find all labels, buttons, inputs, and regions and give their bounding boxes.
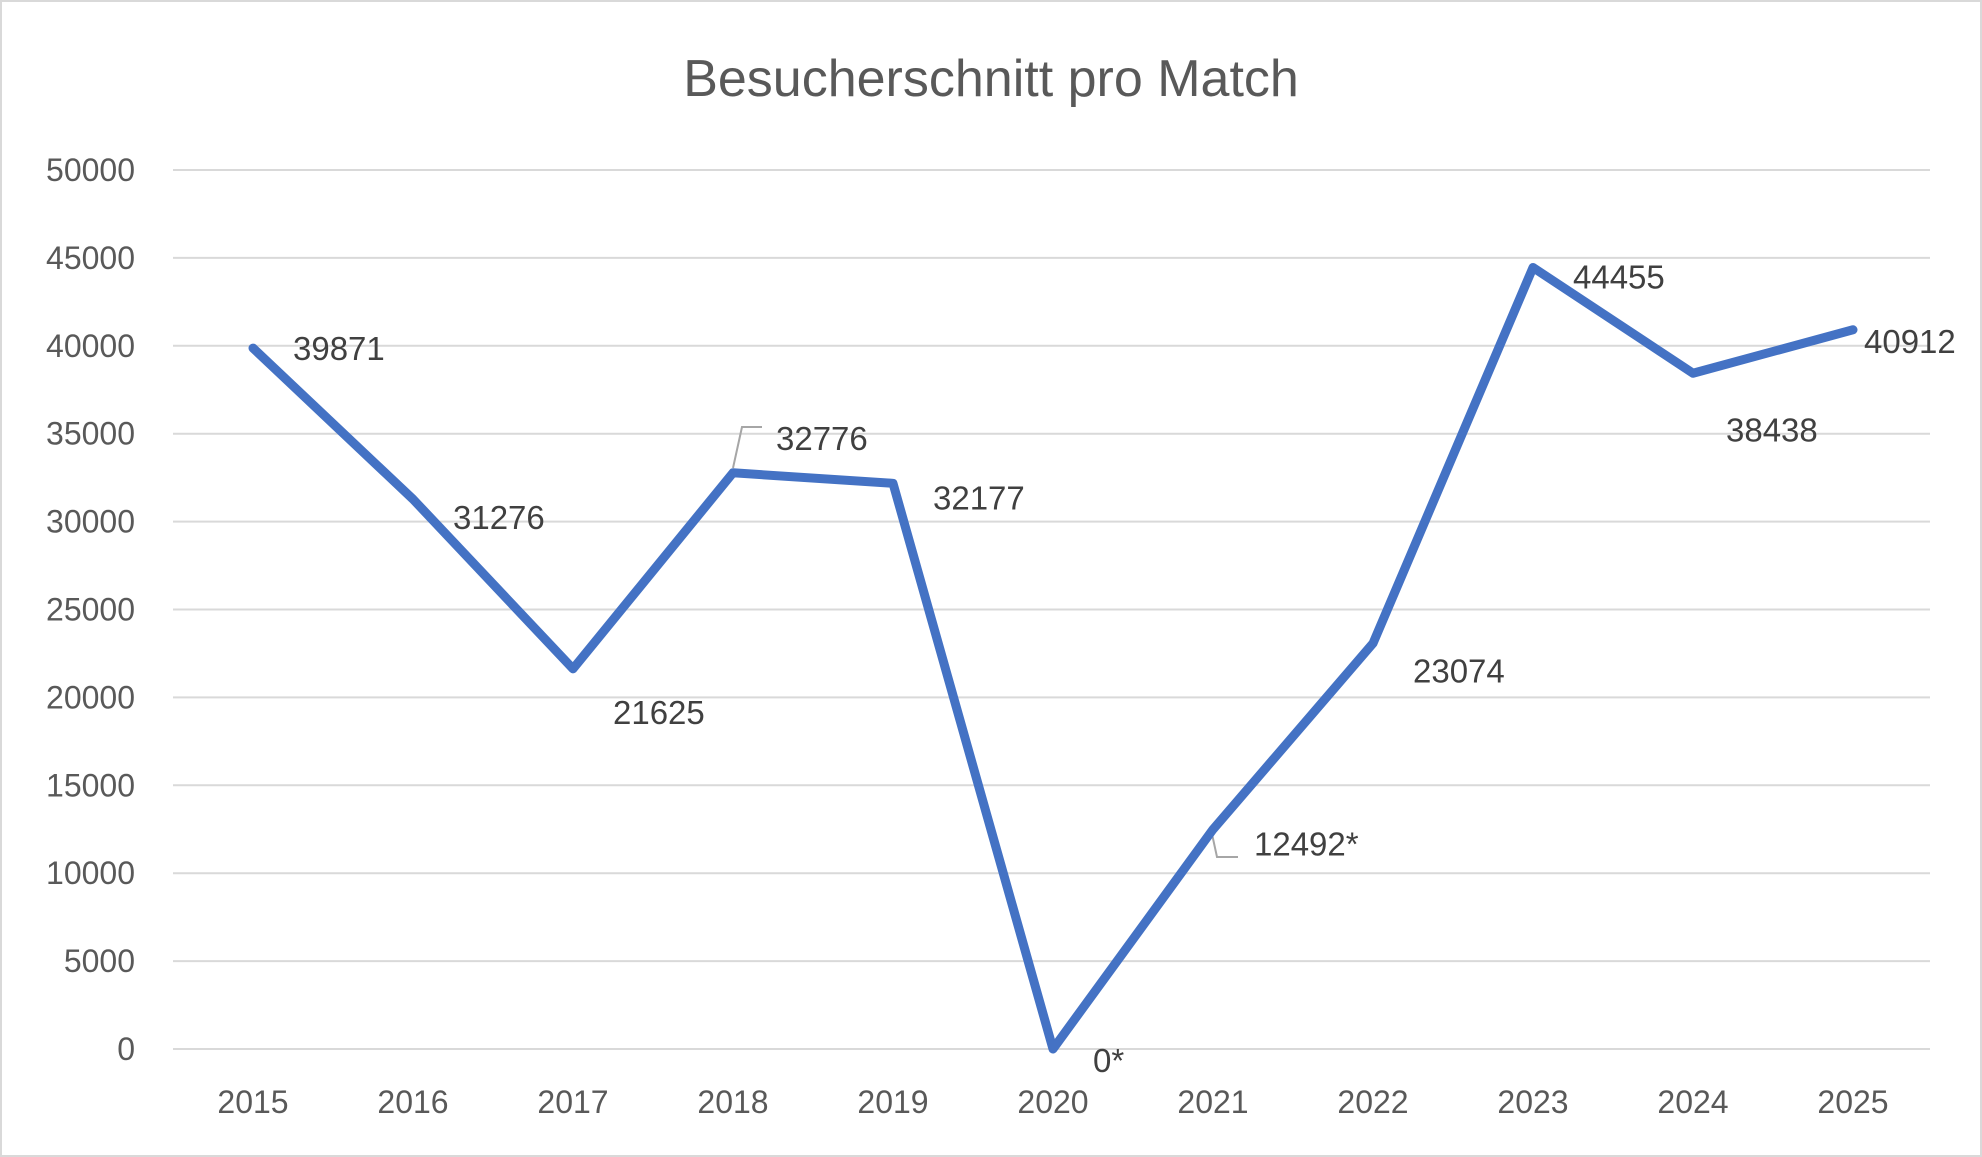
y-tick-label: 45000	[46, 240, 135, 276]
x-axis-tick-labels: 2015 2016 2017 2018 2019 2020 2021 2022 2023 2024…	[217, 1084, 1888, 1120]
data-label-2020: 0*	[1093, 1042, 1124, 1079]
data-label-2017: 21625	[613, 694, 705, 731]
y-axis-tick-labels: 0 5000 10000 15000 20000 25000 30000 35000 40000…	[46, 152, 135, 1067]
x-tick-label: 2019	[857, 1084, 928, 1120]
y-tick-label: 20000	[46, 679, 135, 715]
data-label-2024: 38438	[1726, 411, 1818, 448]
y-tick-label: 15000	[46, 767, 135, 803]
y-tick-label: 25000	[46, 592, 135, 628]
x-tick-label: 2016	[377, 1084, 448, 1120]
chart-title: Besucherschnitt pro Match	[683, 50, 1299, 108]
x-tick-label: 2020	[1017, 1084, 1088, 1120]
data-labels: 39871 31276 21625 32776 32177 0* 12492* 23074 44…	[293, 258, 1956, 1079]
series-line	[248, 262, 1858, 1054]
x-tick-label: 2018	[697, 1084, 768, 1120]
leader-line-2021	[1211, 833, 1238, 858]
y-tick-label: 5000	[64, 943, 135, 979]
x-tick-label: 2025	[1817, 1084, 1888, 1120]
x-tick-label: 2015	[217, 1084, 288, 1120]
x-tick-label: 2023	[1497, 1084, 1568, 1120]
leader-line-2018	[732, 426, 762, 469]
data-label-2023: 44455	[1573, 258, 1665, 295]
data-label-2016: 31276	[453, 499, 545, 536]
data-label-2018: 32776	[776, 420, 868, 457]
y-tick-label: 30000	[46, 504, 135, 540]
x-tick-label: 2017	[537, 1084, 608, 1120]
y-tick-label: 35000	[46, 416, 135, 452]
y-tick-label: 50000	[46, 152, 135, 188]
x-tick-label: 2021	[1177, 1084, 1248, 1120]
y-tick-label: 40000	[46, 328, 135, 364]
x-tick-label: 2022	[1337, 1084, 1408, 1120]
data-label-leader-lines	[732, 426, 1238, 858]
data-label-2015: 39871	[293, 330, 385, 367]
x-tick-label: 2024	[1657, 1084, 1728, 1120]
y-tick-label: 10000	[46, 855, 135, 891]
data-label-2019: 32177	[933, 479, 1025, 516]
data-label-2021: 12492*	[1254, 825, 1359, 862]
data-label-2022: 23074	[1413, 652, 1505, 689]
data-label-2025: 40912	[1864, 323, 1956, 360]
gridlines	[173, 169, 1930, 1050]
y-tick-label: 0	[117, 1031, 135, 1067]
